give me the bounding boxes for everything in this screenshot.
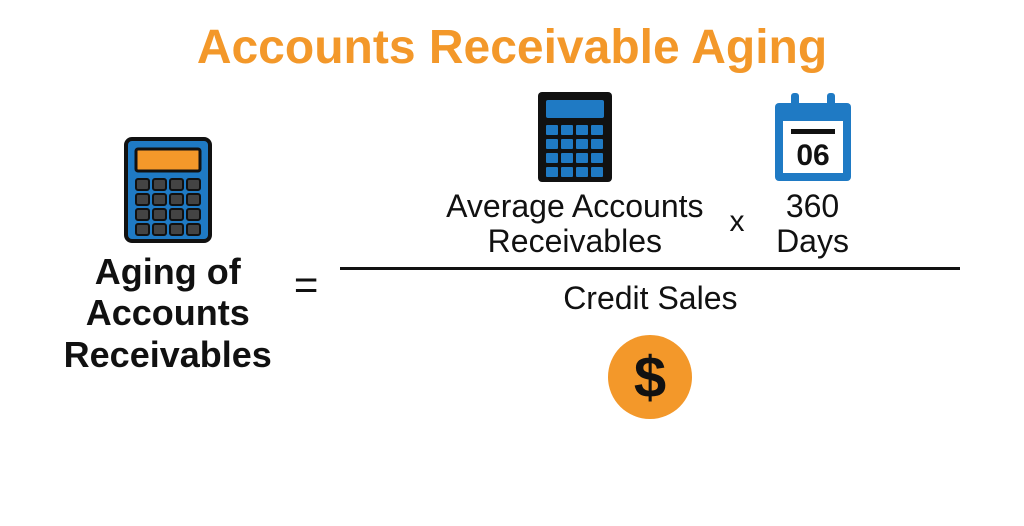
formula-container: Aging of Accounts Receivables =: [0, 89, 1024, 421]
calendar-day: 06: [796, 139, 829, 172]
num-left-line1: Average Accounts: [446, 188, 703, 224]
numerator-right: 06 360 Days: [771, 91, 855, 259]
equals-sign: =: [290, 261, 323, 309]
numerator-left-label: Average Accounts Receivables: [446, 189, 703, 259]
numerator-left: Average Accounts Receivables: [446, 89, 703, 259]
formula-rhs: Average Accounts Receivables x 06 360 Da: [340, 89, 960, 421]
denominator-label: Credit Sales: [563, 280, 737, 317]
num-right-line2: Days: [776, 223, 849, 259]
fraction-numerator: Average Accounts Receivables x 06 360 Da: [340, 89, 960, 267]
dollar-coin-icon: $: [606, 333, 694, 421]
lhs-line3: Receivables: [64, 334, 272, 375]
formula-lhs: Aging of Accounts Receivables: [64, 135, 272, 375]
page-title: Accounts Receivable Aging: [197, 20, 827, 75]
lhs-line1: Aging of: [95, 251, 241, 292]
fraction-denominator: Credit Sales $: [563, 270, 737, 421]
calculator-icon: [122, 135, 214, 245]
lhs-label: Aging of Accounts Receivables: [64, 251, 272, 375]
num-left-line2: Receivables: [488, 223, 662, 259]
calendar-icon: 06: [771, 91, 855, 185]
numerator-right-label: 360 Days: [776, 189, 849, 259]
calculator-black-icon: [535, 89, 615, 185]
multiply-sign: x: [730, 205, 745, 259]
dollar-symbol: $: [634, 345, 666, 410]
lhs-line2: Accounts: [86, 292, 250, 333]
num-right-line1: 360: [786, 188, 839, 224]
